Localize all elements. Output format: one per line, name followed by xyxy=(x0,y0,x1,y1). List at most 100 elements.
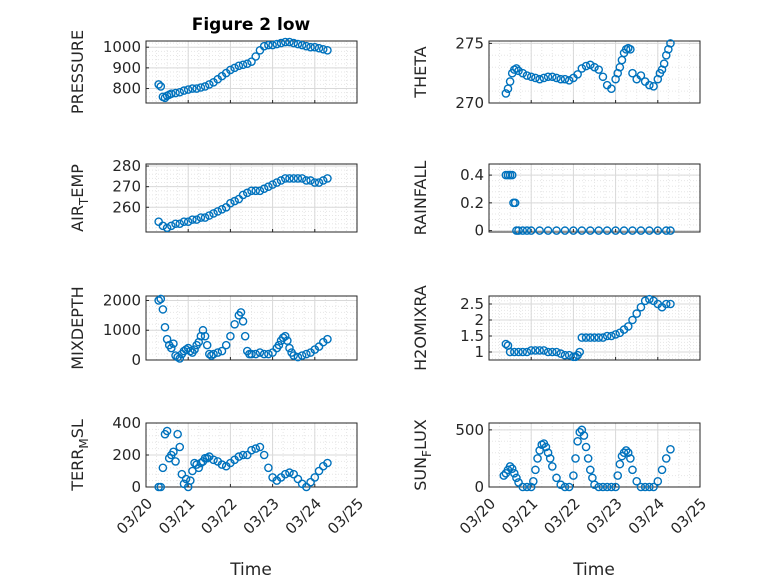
figure-title: Figure 2 low xyxy=(192,15,311,35)
data-point xyxy=(548,72,557,82)
data-point xyxy=(585,226,595,235)
data-point xyxy=(156,82,166,91)
data-point xyxy=(171,219,180,229)
data-point xyxy=(510,347,519,357)
y-tick-label: 900 xyxy=(112,59,141,77)
data-point xyxy=(247,445,256,455)
data-point xyxy=(297,351,307,360)
data-point xyxy=(302,41,311,51)
data-point xyxy=(323,46,332,55)
data-point xyxy=(242,450,252,460)
data-point xyxy=(636,226,646,235)
data-point xyxy=(314,43,324,53)
axes-box xyxy=(145,295,358,361)
y-tick-label: 280 xyxy=(112,157,141,175)
data-point xyxy=(259,349,269,359)
data-point xyxy=(160,322,170,332)
data-point xyxy=(505,462,515,471)
data-point xyxy=(196,458,206,468)
data-point xyxy=(602,482,612,492)
data-point xyxy=(167,221,176,231)
data-point xyxy=(251,349,261,359)
data-point xyxy=(512,473,521,483)
data-point xyxy=(217,205,227,214)
data-point xyxy=(607,331,616,341)
y-tick-label: 0.2 xyxy=(460,194,484,212)
data-point xyxy=(169,339,178,348)
data-point xyxy=(194,463,204,473)
data-point xyxy=(158,463,168,473)
data-point xyxy=(626,454,635,463)
data-point xyxy=(268,40,277,50)
data-point xyxy=(645,80,654,90)
data-point xyxy=(204,80,214,89)
data-point xyxy=(585,60,595,70)
data-point xyxy=(590,333,599,342)
data-point xyxy=(196,83,206,92)
data-point xyxy=(156,482,166,492)
data-point xyxy=(158,305,168,314)
data-point xyxy=(585,465,595,475)
y-tick-label: 270 xyxy=(455,94,484,112)
data-point xyxy=(242,59,252,69)
data-point xyxy=(276,38,286,48)
data-point xyxy=(209,349,218,359)
data-point xyxy=(204,211,214,220)
data-point xyxy=(653,476,663,486)
data-point xyxy=(156,294,166,304)
data-point xyxy=(611,330,620,339)
data-point xyxy=(598,72,608,82)
y-tick-label: 1000 xyxy=(103,321,141,339)
data-point xyxy=(226,65,235,75)
data-point xyxy=(514,347,523,357)
data-point xyxy=(577,333,587,342)
data-point xyxy=(628,315,637,325)
data-point xyxy=(556,349,566,358)
data-point xyxy=(632,476,642,486)
data-point xyxy=(323,458,332,468)
data-point xyxy=(535,74,544,84)
y-tick-label: 500 xyxy=(455,421,484,439)
data-point xyxy=(602,226,612,235)
data-point xyxy=(200,331,210,341)
data-point xyxy=(217,460,227,469)
data-point xyxy=(659,59,669,68)
data-point xyxy=(310,178,320,187)
data-point xyxy=(183,85,193,94)
y-tick-label: 200 xyxy=(112,446,141,464)
data-point xyxy=(238,450,248,460)
data-point xyxy=(661,226,671,235)
data-point xyxy=(522,71,532,80)
y-tick-label: 1.5 xyxy=(460,327,484,345)
data-point xyxy=(619,226,629,235)
data-point xyxy=(259,41,269,51)
data-point xyxy=(186,476,195,485)
data-point xyxy=(499,471,509,480)
data-point xyxy=(661,299,671,309)
data-point xyxy=(640,482,650,492)
axes-box xyxy=(488,163,701,233)
data-point xyxy=(556,74,566,84)
data-point xyxy=(251,52,261,61)
data-point xyxy=(545,454,555,463)
data-point xyxy=(649,82,658,91)
data-point xyxy=(590,480,599,490)
data-point xyxy=(611,226,620,235)
data-point xyxy=(293,174,303,183)
data-point xyxy=(653,226,663,235)
data-point xyxy=(238,190,248,200)
y-tick-label: 2.5 xyxy=(460,295,484,313)
data-point xyxy=(577,64,587,73)
data-point xyxy=(171,457,180,466)
data-point xyxy=(293,474,303,484)
data-point xyxy=(636,302,646,312)
data-point xyxy=(518,68,528,78)
data-point xyxy=(186,346,195,356)
data-point xyxy=(314,466,324,476)
data-point xyxy=(318,176,328,185)
data-point xyxy=(268,180,277,189)
y-axis-label: MIXDEPTH xyxy=(68,286,87,369)
data-point xyxy=(255,442,265,452)
data-point xyxy=(318,44,328,54)
data-point xyxy=(581,333,591,342)
